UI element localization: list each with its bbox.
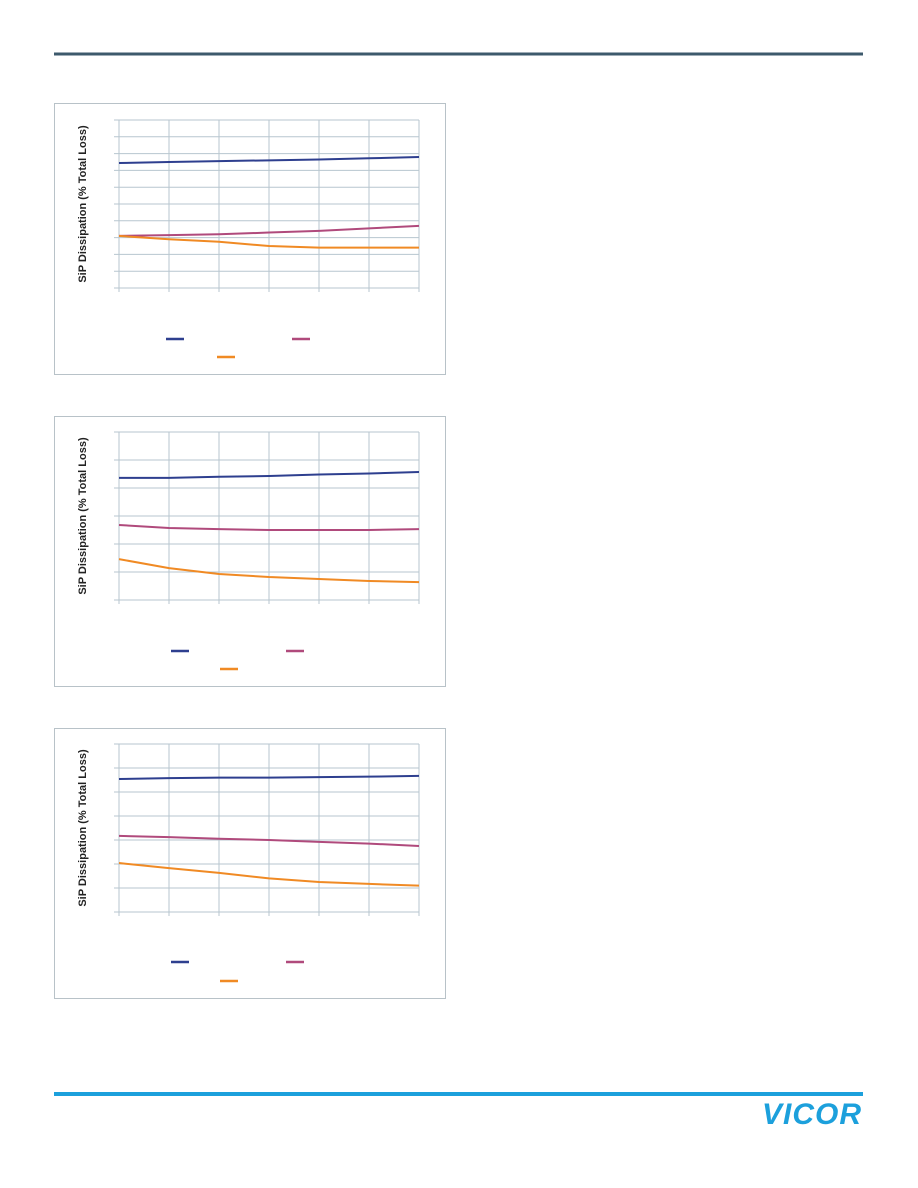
logo: VICOR (762, 1098, 862, 1131)
chart: SiP Dissipation (% Total Loss) (54, 103, 446, 375)
chart-frame (54, 416, 446, 687)
chart: SiP Dissipation (% Total Loss) (54, 416, 446, 687)
line-series (118, 155, 420, 165)
y-axis-label: SiP Dissipation (% Total Loss) (77, 125, 89, 283)
y-axis-label: SiP Dissipation (% Total Loss) (77, 749, 89, 907)
line-series (118, 234, 419, 249)
line-series (118, 774, 420, 781)
chart-frame (54, 103, 446, 375)
line-series (118, 224, 420, 237)
y-axis-label: SiP Dissipation (% Total Loss) (77, 437, 89, 595)
line-series (118, 834, 420, 847)
line-series (118, 558, 420, 584)
line-series (118, 862, 420, 887)
line-series (119, 471, 420, 479)
chart: SiP Dissipation (% Total Loss) (54, 728, 446, 999)
line-series (118, 523, 420, 531)
